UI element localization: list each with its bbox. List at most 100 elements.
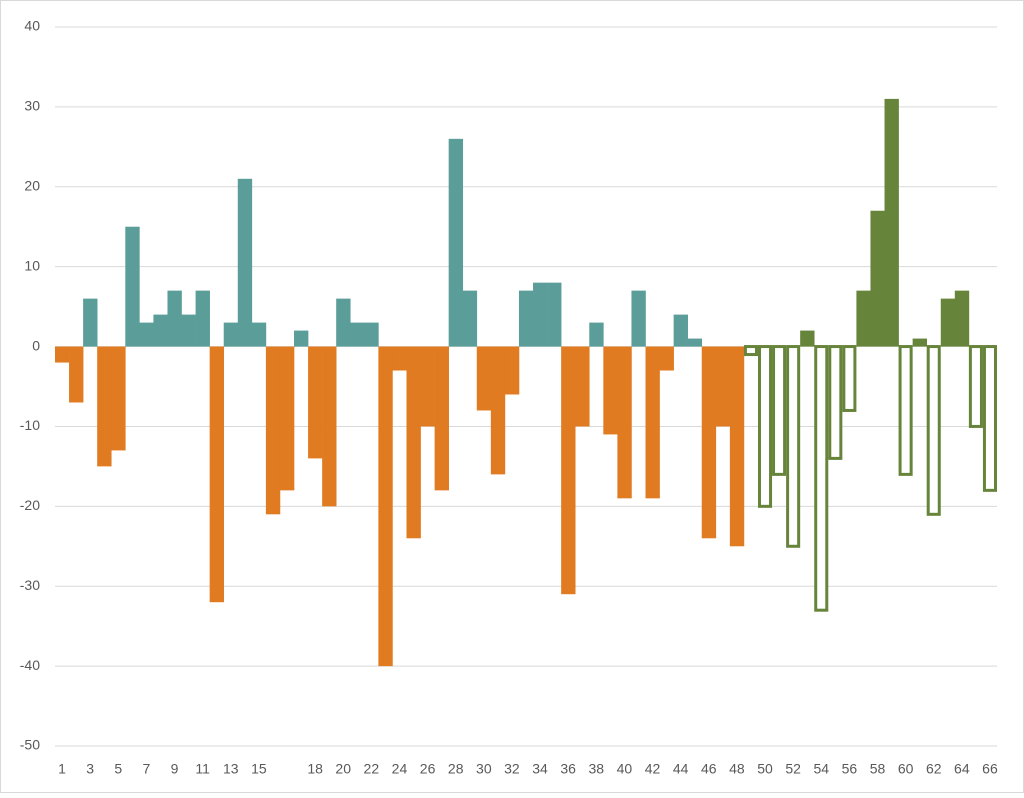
bar bbox=[926, 345, 941, 516]
bar bbox=[279, 346, 295, 491]
bar bbox=[772, 345, 787, 476]
bar bbox=[308, 346, 323, 459]
x-tick-label: 5 bbox=[114, 761, 122, 777]
bar bbox=[814, 345, 829, 612]
y-tick-label: 10 bbox=[24, 257, 40, 273]
x-tick-label: 54 bbox=[813, 761, 829, 777]
bar bbox=[55, 346, 70, 363]
x-tick-label: 20 bbox=[335, 761, 351, 777]
x-tick-label: 24 bbox=[392, 761, 408, 777]
x-tick-label: 44 bbox=[673, 761, 689, 777]
bar bbox=[743, 345, 758, 357]
x-tick-label: 28 bbox=[448, 761, 464, 777]
bar bbox=[111, 346, 126, 451]
bar bbox=[223, 322, 239, 347]
x-tick-label: 30 bbox=[476, 761, 492, 777]
bar bbox=[589, 322, 604, 347]
x-tick-label: 58 bbox=[870, 761, 886, 777]
bar bbox=[97, 346, 112, 467]
bar bbox=[153, 314, 168, 347]
bar bbox=[659, 346, 674, 371]
bar bbox=[982, 345, 998, 492]
bar bbox=[729, 346, 745, 547]
y-tick-label: 30 bbox=[24, 98, 40, 114]
y-tick-label: -40 bbox=[20, 657, 40, 673]
x-tick-label: 18 bbox=[307, 761, 323, 777]
bar bbox=[350, 322, 365, 347]
x-tick-label: 56 bbox=[842, 761, 858, 777]
bar bbox=[209, 346, 225, 603]
bar bbox=[69, 346, 84, 403]
bar bbox=[800, 330, 815, 347]
x-tick-label: 3 bbox=[86, 761, 94, 777]
bar bbox=[237, 178, 253, 347]
x-tick-label: 62 bbox=[926, 761, 942, 777]
bar bbox=[856, 290, 871, 347]
bar bbox=[294, 330, 309, 347]
bar bbox=[378, 346, 393, 667]
bar bbox=[575, 346, 590, 427]
bar bbox=[617, 346, 632, 499]
bar bbox=[912, 338, 928, 347]
bar bbox=[490, 346, 506, 475]
x-tick-label: 26 bbox=[420, 761, 436, 777]
bar bbox=[139, 322, 154, 347]
x-tick-label: 42 bbox=[645, 761, 661, 777]
bar bbox=[364, 322, 379, 347]
bar bbox=[406, 346, 421, 539]
y-tick-label: -10 bbox=[20, 417, 40, 433]
bar bbox=[181, 314, 196, 347]
bar bbox=[715, 346, 731, 427]
y-tick-label: 0 bbox=[32, 337, 40, 353]
bar bbox=[167, 290, 182, 347]
bar bbox=[462, 290, 478, 347]
bar bbox=[884, 98, 899, 347]
bar bbox=[518, 290, 534, 347]
bar bbox=[434, 346, 449, 491]
x-tick-label: 48 bbox=[729, 761, 745, 777]
x-tick-label: 52 bbox=[785, 761, 801, 777]
bar bbox=[687, 338, 703, 347]
bar bbox=[786, 345, 801, 548]
bar bbox=[757, 345, 773, 508]
x-tick-label: 34 bbox=[532, 761, 548, 777]
bar bbox=[968, 345, 983, 428]
bar bbox=[251, 322, 267, 347]
bar bbox=[195, 290, 210, 347]
x-tick-label: 13 bbox=[223, 761, 239, 777]
bar bbox=[547, 282, 562, 347]
y-tick-label: -30 bbox=[20, 577, 40, 593]
bar bbox=[533, 282, 548, 347]
x-tick-label: 7 bbox=[142, 761, 150, 777]
x-tick-label: 46 bbox=[701, 761, 717, 777]
x-tick-label: 11 bbox=[195, 761, 210, 777]
y-tick-label: 20 bbox=[24, 177, 40, 193]
bar bbox=[336, 298, 351, 347]
bar bbox=[870, 210, 885, 347]
bar bbox=[898, 345, 913, 476]
x-tick-label: 36 bbox=[560, 761, 576, 777]
x-tick-label: 66 bbox=[982, 761, 998, 777]
bar bbox=[125, 226, 140, 347]
bar bbox=[561, 346, 576, 595]
x-tick-label: 38 bbox=[589, 761, 605, 777]
bar bbox=[954, 290, 970, 347]
x-tick-label: 32 bbox=[504, 761, 520, 777]
x-tick-label: 60 bbox=[898, 761, 914, 777]
bar bbox=[265, 346, 281, 515]
bar bbox=[392, 346, 407, 371]
x-tick-label: 9 bbox=[171, 761, 179, 777]
x-tick-label: 40 bbox=[617, 761, 633, 777]
bar bbox=[504, 346, 520, 395]
x-tick-label: 22 bbox=[364, 761, 380, 777]
bar bbox=[673, 314, 688, 347]
x-tick-label: 1 bbox=[58, 761, 66, 777]
x-tick-label: 50 bbox=[757, 761, 773, 777]
x-tick-label: 15 bbox=[251, 761, 267, 777]
bar bbox=[322, 346, 337, 507]
y-tick-label: 40 bbox=[24, 18, 40, 34]
bar bbox=[83, 298, 98, 347]
bar bbox=[603, 346, 618, 435]
